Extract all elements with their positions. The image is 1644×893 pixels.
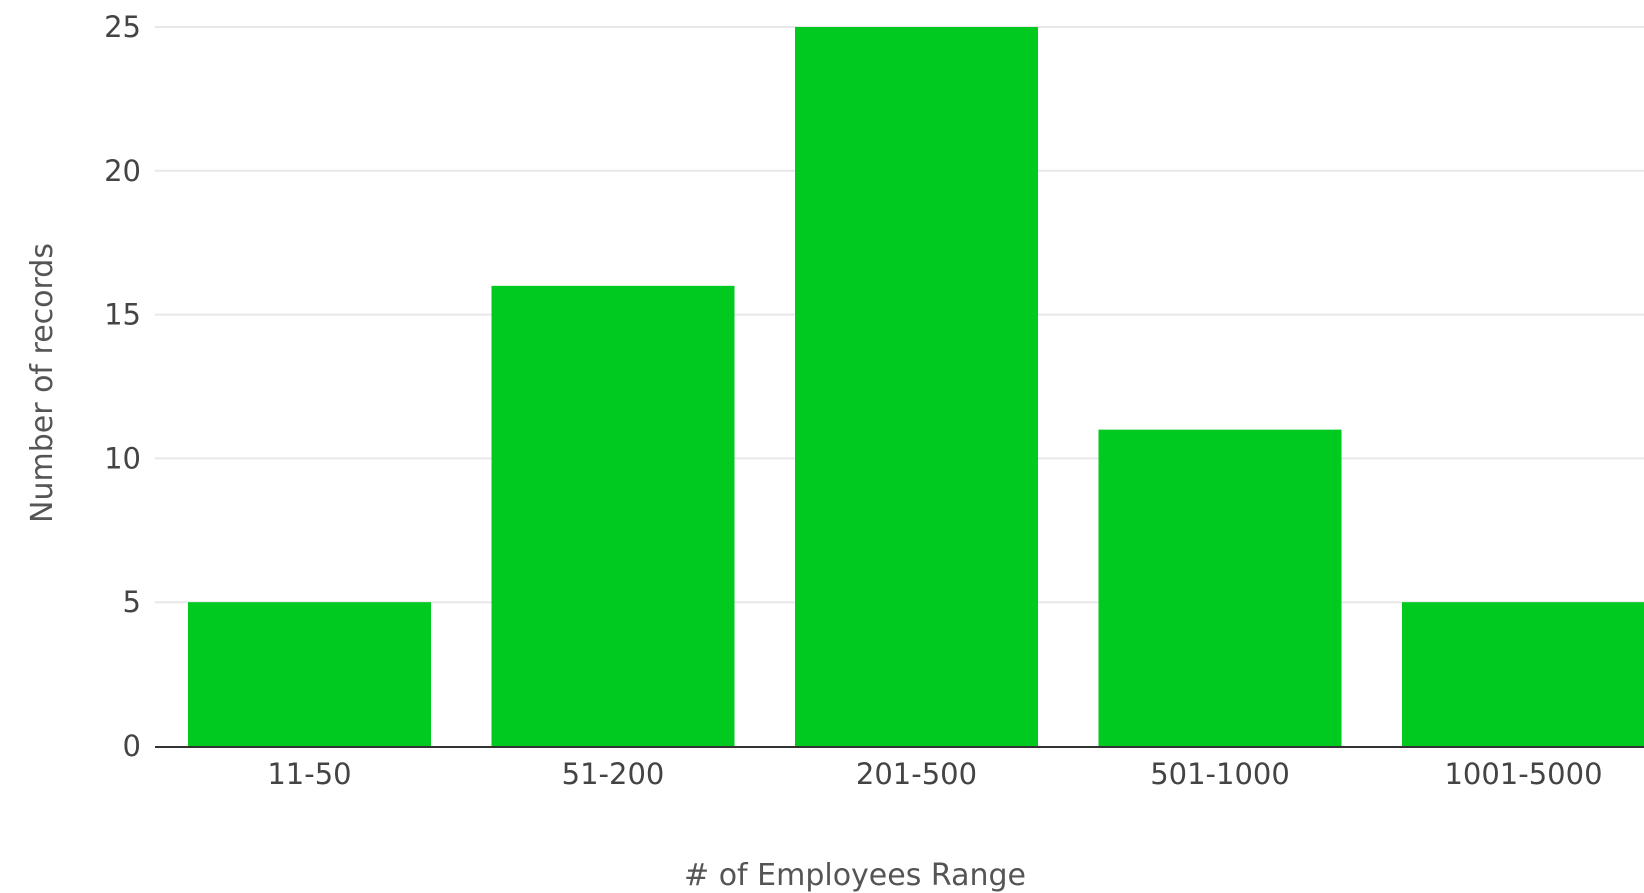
y-tick-label: 15 bbox=[104, 298, 141, 332]
y-tick-label: 10 bbox=[104, 441, 141, 475]
x-tick-label: 1001-5000 bbox=[1444, 757, 1602, 791]
bars bbox=[188, 27, 1644, 746]
y-axis-title: Number of records bbox=[25, 243, 60, 523]
x-tick-label: 51-200 bbox=[562, 757, 665, 791]
bar-501-1000[interactable] bbox=[1098, 429, 1342, 746]
bar-11-50[interactable] bbox=[188, 602, 431, 746]
bar-51-200[interactable] bbox=[491, 285, 735, 746]
x-axis-ticks: 11-50 51-200 201-500 501-1000 1001-5000 bbox=[267, 757, 1602, 791]
y-tick-label: 20 bbox=[104, 154, 141, 188]
bar-201-500[interactable] bbox=[795, 27, 1038, 746]
x-tick-label: 201-500 bbox=[856, 757, 977, 791]
x-tick-label: 501-1000 bbox=[1150, 757, 1290, 791]
y-axis-ticks: 0 5 10 15 20 25 bbox=[104, 10, 141, 763]
bar-1001-5000[interactable] bbox=[1402, 602, 1644, 746]
x-axis-title: # of Employees Range bbox=[684, 858, 1026, 893]
y-tick-label: 5 bbox=[123, 585, 141, 619]
y-tick-label: 25 bbox=[104, 10, 141, 44]
x-tick-label: 11-50 bbox=[267, 757, 351, 791]
y-tick-label: 0 bbox=[123, 729, 141, 763]
